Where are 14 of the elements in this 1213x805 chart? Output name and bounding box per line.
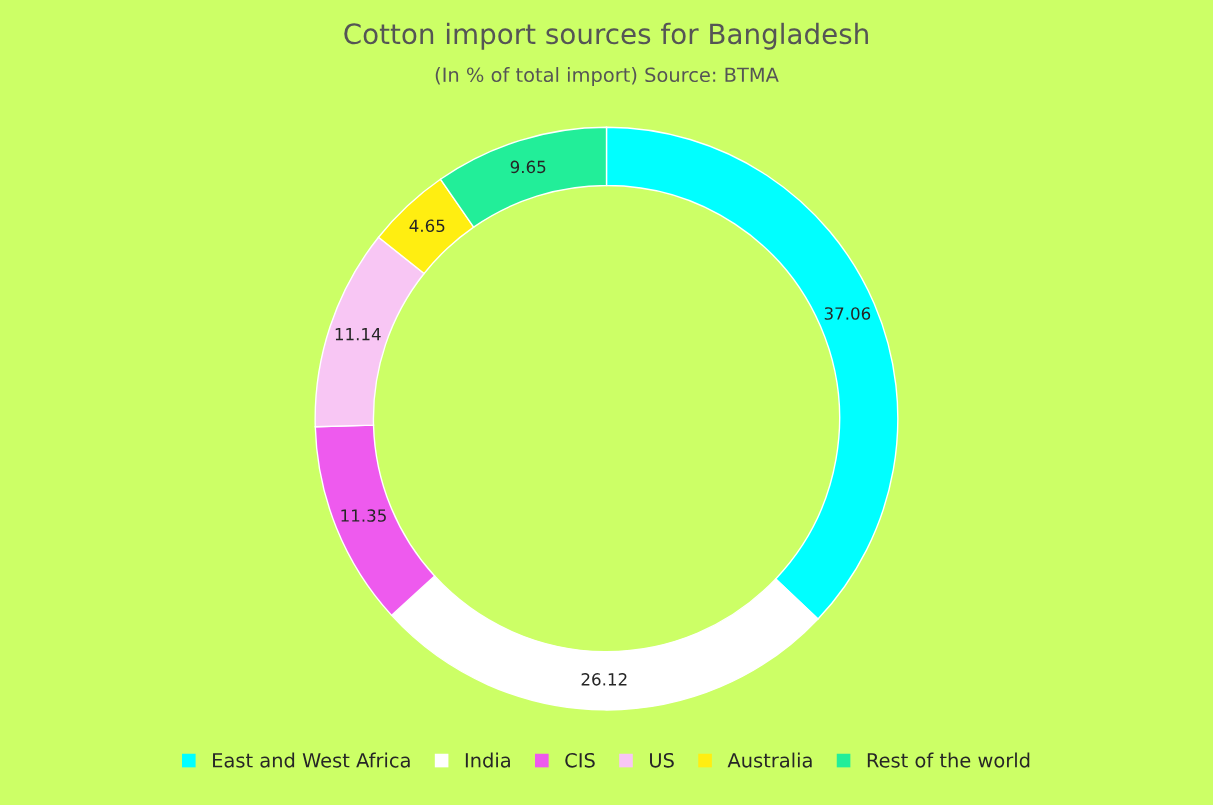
legend-label: US	[650, 752, 674, 768]
legend-label: Australia	[727, 752, 812, 768]
legend-label: CIS	[565, 752, 595, 768]
legend-label: Rest of the world	[867, 752, 1030, 768]
data-label: 11.35	[341, 509, 386, 522]
data-label: 9.65	[510, 160, 546, 174]
legend-label: India	[465, 752, 510, 768]
data-label: 26.12	[581, 673, 627, 686]
data-label: 4.65	[409, 219, 445, 233]
chart-title: Cotton import sources for Bangladesh	[344, 22, 868, 50]
data-label: 11.14	[335, 328, 381, 341]
chart-subtitle: (In % of total import) Source: BTMA	[435, 67, 779, 86]
data-label: 37.06	[824, 307, 871, 320]
legend-label: East and West Africa	[213, 752, 410, 768]
